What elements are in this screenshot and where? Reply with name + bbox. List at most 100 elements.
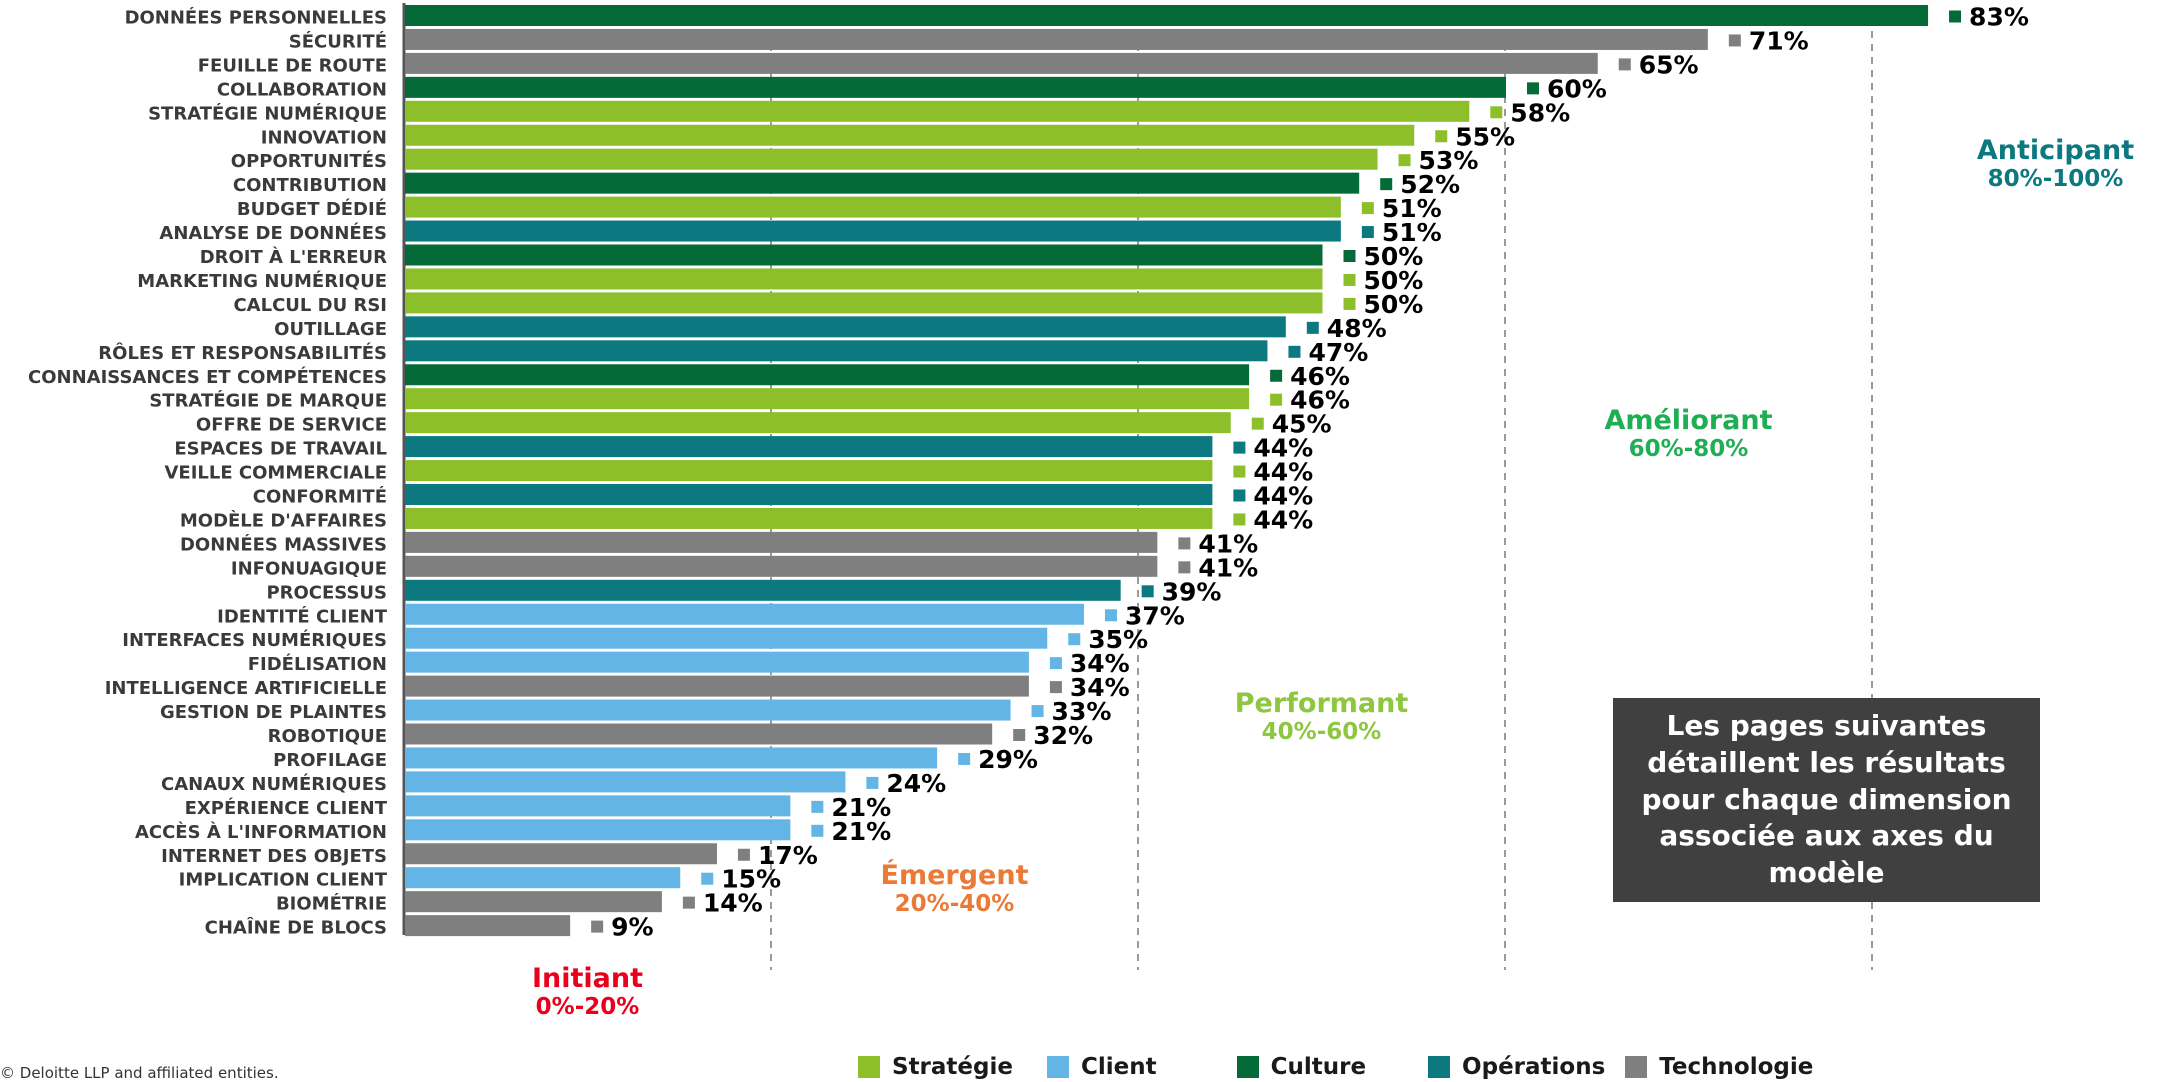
- category-label: DONNÉES PERSONNELLES: [125, 7, 387, 29]
- category-label: CALCUL DU RSI: [233, 295, 387, 316]
- value-label: 34%: [1070, 673, 1130, 702]
- category-label: CONFORMITÉ: [253, 486, 387, 508]
- value-label: 29%: [978, 745, 1038, 774]
- value-label: 51%: [1382, 218, 1442, 247]
- bar: [405, 484, 1213, 505]
- value-label: 52%: [1400, 170, 1460, 199]
- value-label: 15%: [721, 865, 781, 894]
- bar: [405, 292, 1323, 314]
- bar: [405, 555, 1158, 577]
- category-label: OFFRE DE SERVICE: [196, 415, 387, 436]
- bar: [405, 364, 1250, 386]
- bar: [405, 603, 1084, 625]
- bar: [405, 268, 1323, 290]
- value-label: 21%: [831, 817, 891, 846]
- value-label: 34%: [1070, 649, 1130, 678]
- category-label: COLLABORATION: [217, 79, 387, 100]
- value-label: 46%: [1290, 362, 1350, 391]
- bar: [405, 76, 1506, 98]
- legend-item-culture: Culture: [1236, 1054, 1366, 1080]
- category-label: IDENTITÉ CLIENT: [217, 605, 388, 627]
- value-label: 45%: [1272, 410, 1332, 439]
- category-label: DONNÉES MASSIVES: [180, 533, 387, 555]
- legend-swatch-icon: [1236, 1056, 1259, 1078]
- marker-square: [1068, 633, 1081, 646]
- zone-label-anticipant: Anticipant 80%-100%: [1976, 135, 2135, 193]
- legend-swatch-icon: [1625, 1056, 1648, 1078]
- bar: [405, 867, 681, 889]
- bar: [405, 699, 1011, 721]
- bar: [405, 675, 1029, 697]
- category-label: CHAÎNE DE BLOCS: [205, 917, 387, 939]
- marker-square: [1728, 34, 1741, 47]
- value-label: 44%: [1253, 434, 1313, 463]
- category-label: MODÈLE D'AFFAIRES: [180, 509, 387, 531]
- category-label: SÉCURITÉ: [289, 30, 387, 52]
- category-label: FIDÉLISATION: [248, 653, 387, 675]
- value-label: 51%: [1382, 194, 1442, 223]
- bar: [405, 819, 791, 841]
- bar: [405, 627, 1048, 649]
- value-label: 17%: [758, 841, 818, 870]
- marker-square: [1178, 537, 1191, 550]
- bar: [405, 5, 1929, 26]
- category-label: INNOVATION: [261, 127, 387, 148]
- category-label: RÔLES ET RESPONSABILITÉS: [98, 342, 387, 364]
- value-label: 83%: [1969, 3, 2029, 32]
- marker-square: [1104, 609, 1117, 622]
- callout-box: Les pages suivantes détaillent les résul…: [1613, 698, 2040, 902]
- marker-square: [1618, 58, 1631, 71]
- marker-square: [1031, 705, 1044, 718]
- value-label: 50%: [1364, 266, 1424, 295]
- legend-item-operations: Opérations: [1428, 1054, 1605, 1080]
- marker-square: [1049, 681, 1062, 694]
- marker-square: [1490, 106, 1503, 119]
- category-label: DROIT À L'ERREUR: [200, 246, 387, 268]
- bar: [405, 507, 1213, 529]
- value-label: 44%: [1253, 458, 1313, 487]
- marker-square: [1233, 489, 1246, 502]
- marker-square: [701, 872, 714, 885]
- marker-square: [1343, 273, 1356, 286]
- bar: [405, 244, 1323, 266]
- bar: [405, 531, 1158, 553]
- category-label: BIOMÉTRIE: [276, 893, 387, 915]
- category-label: ROBOTIQUE: [268, 726, 387, 747]
- bar: [405, 100, 1470, 122]
- bar: [405, 651, 1029, 673]
- callout-text: Les pages suivantes détaillent les résul…: [1641, 708, 2012, 890]
- category-label: STRATÉGIE DE MARQUE: [149, 390, 387, 412]
- category-label: FEUILLE DE ROUTE: [198, 55, 387, 76]
- bar: [405, 843, 717, 865]
- bar: [405, 148, 1378, 170]
- zone-label-performant: Performant 40%-60%: [1234, 688, 1409, 746]
- marker-square: [1527, 82, 1539, 95]
- value-label: 65%: [1639, 50, 1699, 79]
- marker-square: [1013, 729, 1026, 741]
- marker-square: [1141, 585, 1154, 598]
- value-label: 24%: [886, 769, 946, 798]
- category-label: INTERNET DES OBJETS: [161, 846, 387, 867]
- category-label: CANAUX NUMÉRIQUES: [161, 773, 387, 795]
- marker-square: [1251, 417, 1264, 430]
- marker-square: [1435, 130, 1448, 143]
- bar: [405, 436, 1213, 458]
- category-label: ACCÈS À L'INFORMATION: [135, 821, 387, 843]
- marker-square: [1233, 441, 1246, 454]
- value-label: 58%: [1510, 98, 1570, 127]
- value-label: 37%: [1125, 601, 1185, 630]
- bar: [405, 747, 938, 769]
- marker-square: [1361, 202, 1374, 215]
- bar: [405, 795, 791, 817]
- value-label: 60%: [1547, 74, 1607, 103]
- legend-swatch-icon: [1428, 1056, 1451, 1078]
- marker-square: [958, 752, 971, 765]
- marker-square: [1361, 226, 1374, 239]
- category-label: OUTILLAGE: [274, 319, 387, 340]
- category-label: EXPÉRIENCE CLIENT: [185, 797, 388, 819]
- bar: [405, 771, 846, 793]
- value-label: 39%: [1162, 577, 1222, 606]
- value-label: 41%: [1198, 553, 1258, 582]
- zone-label-emergent: Émergent 20%-40%: [880, 860, 1029, 918]
- bar: [405, 915, 571, 937]
